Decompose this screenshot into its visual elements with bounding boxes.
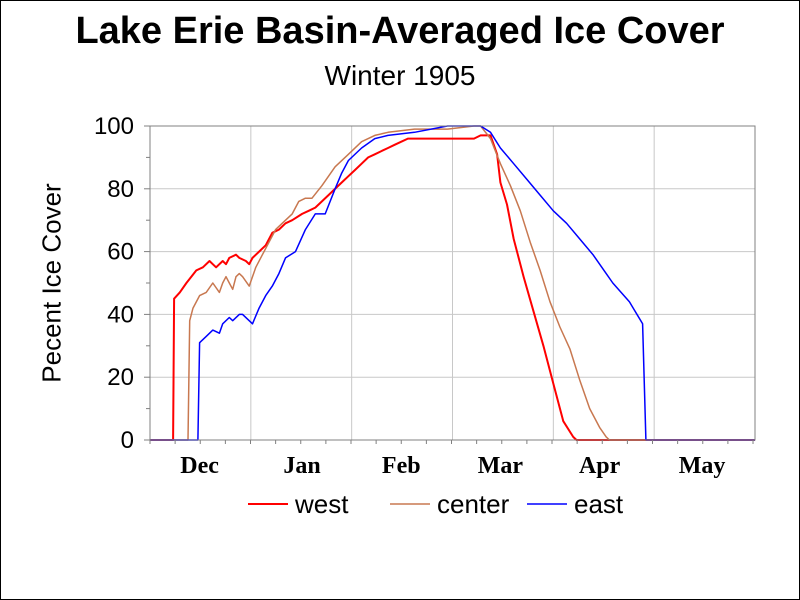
- axes: [144, 125, 756, 444]
- chart-title: Lake Erie Basin-Averaged Ice Cover: [75, 10, 725, 52]
- legend-label: west: [294, 489, 349, 519]
- series-line-west: [150, 134, 755, 441]
- legend-item-center: center: [390, 489, 510, 519]
- y-tick-text: 100: [94, 113, 134, 140]
- legend: west center east: [248, 489, 624, 519]
- y-tick-label: 80: [107, 176, 134, 203]
- legend-item-west: west: [248, 489, 349, 519]
- series-line-east: [150, 125, 755, 441]
- x-tick-text: Apr: [579, 453, 621, 479]
- y-tick-labels: 0 20 40 60 80 100: [94, 113, 134, 454]
- y-tick-text: 80: [107, 176, 134, 203]
- x-tick-text: Mar: [478, 453, 524, 479]
- x-tick-labels: Dec Jan Feb Mar Apr May: [180, 453, 725, 479]
- x-tick-label: May: [679, 453, 726, 479]
- y-tick-label: 0: [121, 427, 134, 454]
- legend-label: center: [437, 489, 510, 519]
- legend-item-east: east: [527, 489, 624, 519]
- y-tick-text: 20: [107, 364, 134, 391]
- x-tick-text: Dec: [180, 453, 219, 479]
- x-tick-text: Feb: [382, 453, 421, 479]
- grid-lines: [150, 125, 756, 440]
- series-layer: [150, 125, 755, 441]
- legend-label: east: [574, 489, 624, 519]
- y-tick-text: 0: [121, 427, 134, 454]
- chart-subtitle: Winter 1905: [324, 60, 476, 91]
- x-tick-text: Jan: [283, 453, 320, 479]
- x-tick-text: May: [679, 453, 726, 479]
- x-tick-label: Feb: [382, 453, 421, 479]
- x-tick-label: Jan: [283, 453, 320, 479]
- x-tick-label: Mar: [478, 453, 524, 479]
- y-tick-label: 40: [107, 301, 134, 328]
- x-tick-label: Apr: [579, 453, 621, 479]
- y-tick-label: 100: [94, 113, 134, 140]
- y-tick-label: 20: [107, 364, 134, 391]
- y-tick-text: 60: [107, 239, 134, 266]
- plot-border: [149, 125, 756, 441]
- y-tick-text: 40: [107, 301, 134, 328]
- y-tick-label: 60: [107, 239, 134, 266]
- series-line-center: [150, 125, 755, 441]
- x-tick-label: Dec: [180, 453, 219, 479]
